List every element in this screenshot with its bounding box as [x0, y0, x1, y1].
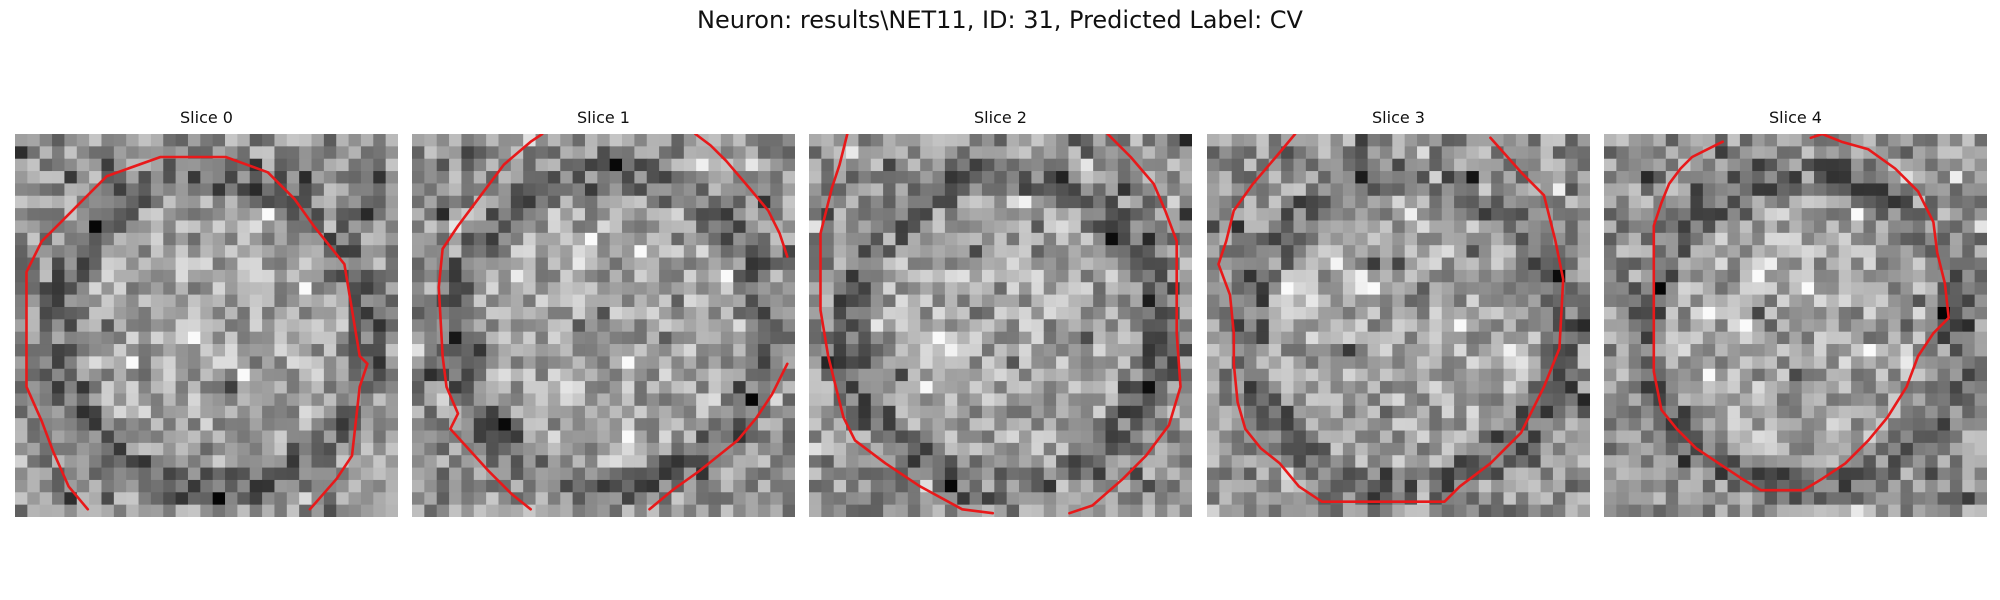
slice-title: Slice 3: [1372, 108, 1425, 127]
slice-panel: Slice 4: [1604, 108, 1987, 520]
slice-title: Slice 2: [974, 108, 1027, 127]
pixel-grid: [1207, 134, 1590, 517]
pixel-grid: [15, 134, 398, 517]
slice-panel: Slice 0: [15, 108, 398, 520]
cell-contour-line: [694, 134, 789, 258]
slice-title: Slice 0: [180, 108, 233, 127]
slice-panel: Slice 1: [412, 108, 795, 520]
pixel-grid: [1604, 134, 1987, 517]
cell-contour-line: [648, 362, 789, 511]
cell-contour-line: [1217, 134, 1565, 504]
pixel-grid: [809, 134, 1192, 517]
cell-contour-line: [1068, 134, 1182, 515]
slice-image: [1604, 134, 1987, 517]
slice-panel: Slice 2: [809, 108, 1192, 520]
slice-image: [15, 134, 398, 517]
cell-contour-line: [25, 155, 369, 511]
slice-panel: Slice 3: [1207, 108, 1590, 520]
slice-image: [1207, 134, 1590, 517]
cell-contour-line: [437, 134, 544, 511]
slice-title: Slice 4: [1769, 108, 1822, 127]
slice-title: Slice 1: [577, 108, 630, 127]
cell-contour-line: [819, 134, 995, 515]
figure-title: Neuron: results\NET11, ID: 31, Predicted…: [697, 6, 1303, 34]
cell-contour-line: [1652, 134, 1951, 492]
slice-image: [412, 134, 795, 517]
pixel-grid: [412, 134, 795, 517]
slice-image: [809, 134, 1192, 517]
